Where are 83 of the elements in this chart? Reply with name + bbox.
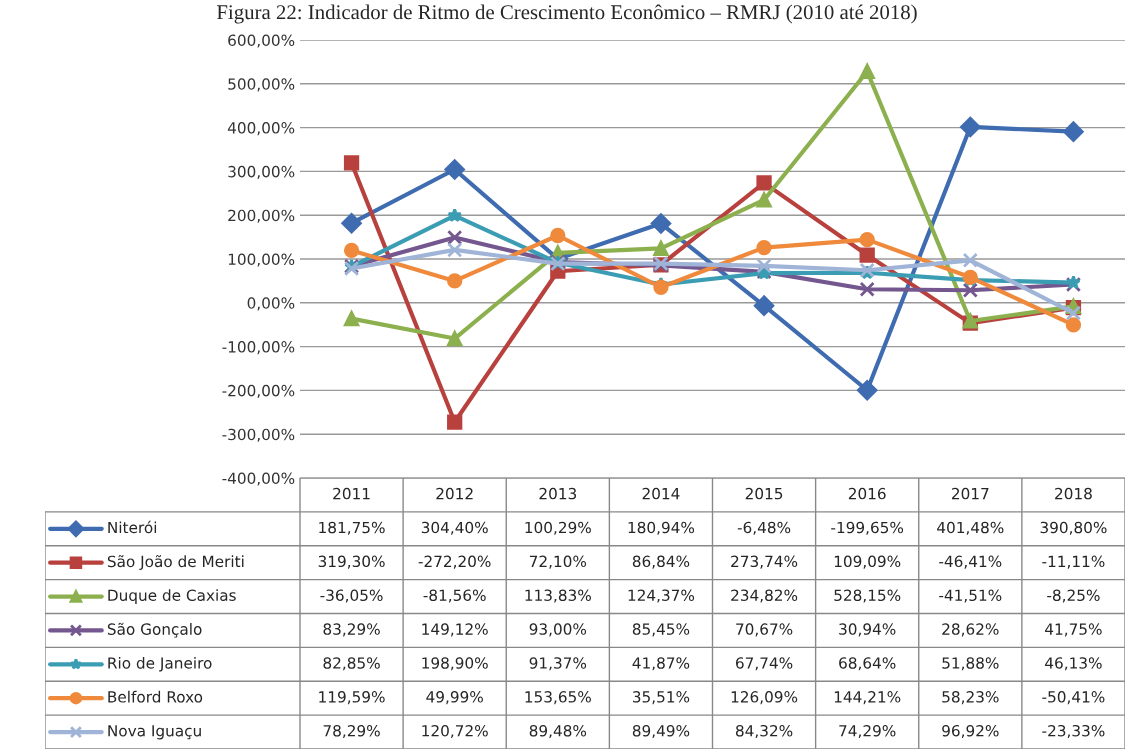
- data-label: -272,20%: [418, 555, 491, 569]
- y-tick-label: 500,00%: [228, 78, 295, 92]
- data-label: 319,30%: [318, 555, 385, 569]
- y-tick-label: 300,00%: [228, 165, 295, 179]
- data-label: 100,29%: [525, 521, 591, 535]
- y-tick-label: 200,00%: [228, 209, 295, 223]
- data-label: 528,15%: [834, 589, 901, 603]
- data-label: 91,37%: [529, 657, 587, 671]
- data-label: -46,41%: [939, 555, 1002, 569]
- data-label: 109,09%: [834, 555, 901, 569]
- data-label: 144,21%: [834, 691, 901, 705]
- data-label: 72,10%: [529, 555, 587, 569]
- data-label: 58,23%: [942, 691, 999, 705]
- data-label: 153,65%: [525, 691, 591, 705]
- data-label: 198,90%: [422, 657, 488, 671]
- data-label: 35,51%: [632, 691, 690, 705]
- data-label: 41,75%: [1045, 623, 1102, 637]
- x-tick-label: 2015: [745, 487, 783, 500]
- y-tick-label: -300,00%: [222, 428, 295, 442]
- data-label: 82,85%: [323, 657, 380, 671]
- y-tick-label: 0,00%: [247, 297, 295, 311]
- data-label: 41,87%: [632, 657, 690, 671]
- data-label: 30,94%: [839, 623, 896, 637]
- data-label: 67,74%: [736, 657, 793, 671]
- legend-label: Rio de Janeiro: [108, 656, 212, 672]
- data-label: 84,32%: [735, 724, 793, 739]
- data-label: 124,37%: [628, 589, 695, 603]
- data-label: -23,33%: [1042, 724, 1105, 739]
- data-label: -36,05%: [320, 589, 383, 603]
- data-label: -6,48%: [737, 521, 791, 535]
- data-label: 93,00%: [529, 623, 587, 637]
- data-label: 46,13%: [1045, 657, 1102, 671]
- x-tick-label: 2013: [539, 487, 577, 500]
- y-tick-label: -100,00%: [222, 341, 295, 355]
- legend-label: Nova Iguaçu: [108, 725, 201, 740]
- x-tick-label: 2017: [951, 487, 989, 500]
- data-label: -41,51%: [939, 589, 1002, 603]
- data-label: 119,59%: [319, 691, 385, 705]
- data-label: 74,29%: [839, 724, 896, 739]
- data-label: 304,40%: [421, 521, 488, 535]
- legend-label: São Gonçalo: [107, 622, 202, 638]
- data-label: 68,64%: [839, 657, 896, 671]
- data-label: 390,80%: [1040, 521, 1107, 535]
- data-label: 126,09%: [731, 691, 798, 705]
- data-label: 273,74%: [731, 555, 798, 569]
- data-label: 89,48%: [529, 724, 587, 739]
- data-label: 234,82%: [731, 589, 798, 603]
- y-tick-label: -400,00%: [222, 472, 295, 486]
- data-label: 51,88%: [942, 657, 999, 671]
- y-tick-label: 400,00%: [227, 122, 295, 136]
- data-label: 149,12%: [422, 623, 488, 637]
- data-label: -199,65%: [831, 521, 904, 535]
- data-label: 70,67%: [736, 623, 793, 637]
- data-label: 49,99%: [426, 691, 483, 705]
- data-label: -50,41%: [1042, 691, 1105, 705]
- data-label: -11,11%: [1042, 555, 1105, 569]
- data-label: 401,48%: [937, 521, 1004, 535]
- data-label: 96,92%: [942, 724, 999, 739]
- x-tick-label: 2014: [642, 487, 680, 500]
- legend-label: Duque de Caxias: [108, 589, 236, 604]
- x-tick-label: 2018: [1055, 487, 1092, 500]
- data-label: 86,84%: [632, 555, 690, 569]
- x-tick-label: 2011: [333, 487, 370, 500]
- legend-label: São João de Meriti: [107, 555, 244, 571]
- y-tick-label: -200,00%: [222, 384, 295, 398]
- data-label: 83,29%: [323, 623, 380, 637]
- data-label: 180,94%: [628, 521, 695, 535]
- data-label: 113,83%: [525, 589, 591, 603]
- data-label: 89,49%: [632, 724, 690, 739]
- x-tick-label: 2012: [436, 487, 473, 500]
- legend-label: Belford Roxo: [108, 690, 203, 703]
- data-label: 181,75%: [319, 521, 385, 535]
- legend-label: Niterói: [108, 520, 157, 534]
- data-label: 28,62%: [942, 623, 999, 637]
- chart-title: Figura 22: Indicador de Ritmo de Crescimento Econômico – RMRJ (2010 até 2018): [216, 4, 917, 24]
- y-tick-label: 100,00%: [228, 253, 295, 267]
- data-label: 120,72%: [422, 724, 488, 739]
- data-label: 78,29%: [323, 724, 380, 739]
- x-tick-label: 2016: [848, 487, 886, 500]
- data-label: -81,56%: [423, 589, 486, 603]
- data-label: -8,25%: [1047, 589, 1100, 603]
- data-label: 85,45%: [632, 623, 690, 637]
- y-tick-label: 600,00%: [228, 34, 295, 48]
